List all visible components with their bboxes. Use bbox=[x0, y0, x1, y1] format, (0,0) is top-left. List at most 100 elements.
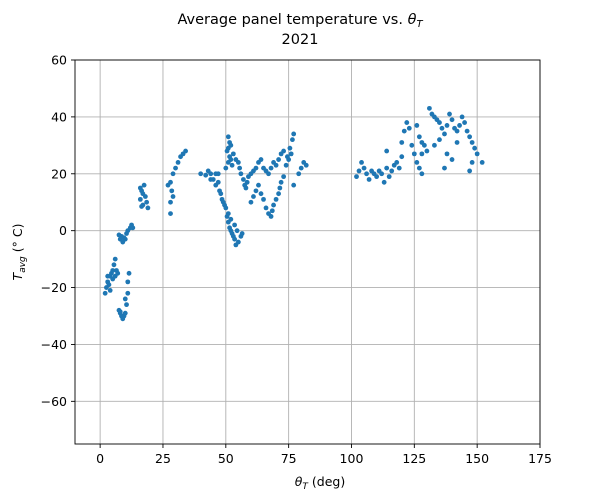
data-point bbox=[427, 105, 432, 111]
data-point bbox=[215, 171, 221, 177]
y-tick-label: −60 bbox=[41, 394, 67, 409]
data-point bbox=[356, 168, 362, 174]
y-axis-label: Tavg (° C) bbox=[10, 224, 28, 281]
data-point bbox=[122, 310, 128, 316]
data-point bbox=[469, 160, 475, 165]
data-point bbox=[169, 188, 175, 194]
y-tick-label: 40 bbox=[51, 109, 67, 124]
data-point bbox=[406, 125, 412, 131]
data-point bbox=[439, 125, 445, 131]
data-point bbox=[281, 174, 287, 180]
x-tick-label: 100 bbox=[340, 451, 364, 466]
data-point bbox=[244, 179, 250, 185]
x-tick-label: 125 bbox=[402, 451, 426, 466]
data-point bbox=[116, 232, 122, 238]
data-point bbox=[444, 151, 450, 157]
data-point bbox=[122, 296, 128, 302]
data-point bbox=[234, 228, 240, 234]
data-point bbox=[239, 231, 245, 236]
data-point bbox=[102, 290, 108, 296]
data-point bbox=[296, 171, 302, 177]
data-point bbox=[479, 160, 485, 165]
data-point bbox=[125, 290, 131, 296]
data-point bbox=[168, 199, 173, 205]
x-axis-label: θT (deg) bbox=[295, 474, 345, 492]
data-point bbox=[462, 120, 467, 125]
data-point bbox=[374, 174, 380, 180]
data-point bbox=[384, 165, 390, 171]
data-point bbox=[424, 148, 430, 154]
data-point bbox=[225, 134, 231, 140]
x-tick-label: 150 bbox=[465, 451, 489, 466]
data-point bbox=[228, 157, 234, 162]
data-point bbox=[409, 142, 415, 148]
data-point bbox=[170, 171, 176, 177]
data-point bbox=[449, 157, 455, 162]
data-point bbox=[416, 134, 422, 140]
data-point bbox=[107, 288, 113, 293]
data-point bbox=[238, 171, 244, 177]
data-point bbox=[125, 279, 131, 285]
data-point bbox=[283, 162, 289, 168]
data-point bbox=[208, 177, 214, 182]
data-point bbox=[105, 273, 111, 279]
data-point bbox=[225, 211, 231, 217]
data-point bbox=[303, 162, 309, 168]
data-point bbox=[379, 171, 385, 177]
data-point bbox=[290, 137, 295, 143]
scatter-points bbox=[102, 105, 485, 322]
data-point bbox=[414, 160, 420, 165]
data-point bbox=[230, 151, 236, 157]
data-point bbox=[223, 205, 229, 211]
x-tick-label: 25 bbox=[155, 451, 171, 466]
data-point bbox=[141, 182, 147, 188]
data-point bbox=[396, 165, 402, 171]
data-point bbox=[467, 134, 473, 140]
chart-title: Average panel temperature vs. θT bbox=[177, 12, 423, 30]
data-point bbox=[442, 131, 447, 137]
data-point bbox=[447, 111, 452, 117]
data-point bbox=[126, 270, 132, 276]
data-point bbox=[232, 222, 238, 228]
data-point bbox=[241, 177, 246, 182]
data-point bbox=[253, 188, 259, 194]
data-point bbox=[251, 194, 256, 199]
data-point bbox=[229, 162, 235, 168]
data-point bbox=[474, 151, 480, 157]
data-point bbox=[404, 120, 410, 125]
y-tick-label: −20 bbox=[41, 280, 67, 295]
data-point bbox=[359, 160, 364, 165]
data-point bbox=[454, 140, 460, 145]
data-point bbox=[258, 191, 264, 197]
data-point bbox=[106, 282, 112, 288]
data-point bbox=[419, 171, 425, 177]
data-point bbox=[115, 270, 121, 276]
data-point bbox=[266, 171, 271, 177]
data-point bbox=[389, 168, 395, 174]
data-point bbox=[416, 165, 422, 171]
data-point bbox=[117, 309, 123, 315]
data-point bbox=[130, 225, 136, 231]
y-tick-label: 0 bbox=[59, 223, 67, 238]
data-point bbox=[235, 160, 241, 165]
data-point bbox=[237, 165, 243, 171]
data-point bbox=[414, 123, 420, 128]
data-point bbox=[124, 302, 129, 308]
data-point bbox=[394, 160, 400, 165]
data-point bbox=[399, 154, 405, 160]
data-point bbox=[144, 199, 150, 205]
data-point bbox=[276, 191, 281, 197]
data-point bbox=[173, 165, 178, 171]
data-point bbox=[381, 179, 387, 185]
data-point bbox=[168, 179, 173, 185]
data-point bbox=[112, 256, 118, 262]
data-point bbox=[223, 165, 229, 171]
data-point bbox=[180, 151, 186, 157]
data-point bbox=[281, 148, 287, 154]
data-point bbox=[248, 199, 254, 205]
data-point bbox=[459, 114, 465, 120]
data-point bbox=[228, 216, 234, 222]
data-point bbox=[457, 123, 462, 128]
data-point bbox=[145, 205, 151, 211]
